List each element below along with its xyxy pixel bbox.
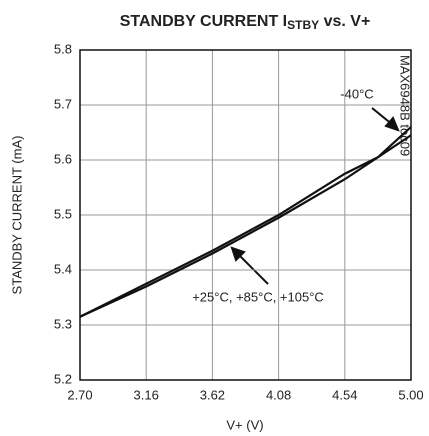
plot-frame — [79, 49, 412, 381]
x-tick-label: 2.70 — [67, 387, 92, 402]
title-subscript: STBY — [287, 18, 319, 32]
chart-title: STANDBY CURRENT ISTBY vs. V+ — [120, 13, 371, 32]
x-tick-label: 5.00 — [398, 387, 423, 402]
x-tick-label: 4.54 — [332, 387, 357, 402]
annotation-arrows — [230, 107, 400, 285]
annotation: -40°C — [340, 86, 373, 101]
x-axis-label: V+ (V) — [226, 417, 263, 432]
arrow-head — [384, 116, 400, 132]
title-part: STANDBY CURRENT I — [120, 13, 287, 30]
y-tick-label: 5.7 — [54, 96, 72, 111]
x-tick-label: 4.08 — [266, 387, 291, 402]
x-tick-label: 3.62 — [200, 387, 225, 402]
series-line — [79, 126, 412, 318]
y-tick-label: 5.3 — [54, 316, 72, 331]
y-tick-label: 5.4 — [54, 261, 72, 276]
arrow-line — [237, 253, 269, 285]
y-tick-label: 5.8 — [54, 41, 72, 56]
title-part: vs. V+ — [319, 13, 370, 30]
y-tick-label: 5.2 — [54, 371, 72, 386]
y-axis-label: STANDBY CURRENT (mA) — [9, 136, 24, 295]
side-note: MAX6948B toc09 — [398, 55, 413, 156]
y-tick-label: 5.6 — [54, 151, 72, 166]
x-tick-label: 3.16 — [134, 387, 159, 402]
arrow-head — [230, 246, 246, 262]
series-line — [79, 134, 412, 318]
y-tick-label: 5.5 — [54, 206, 72, 221]
annotation: +25°C, +85°C, +105°C — [192, 289, 324, 304]
